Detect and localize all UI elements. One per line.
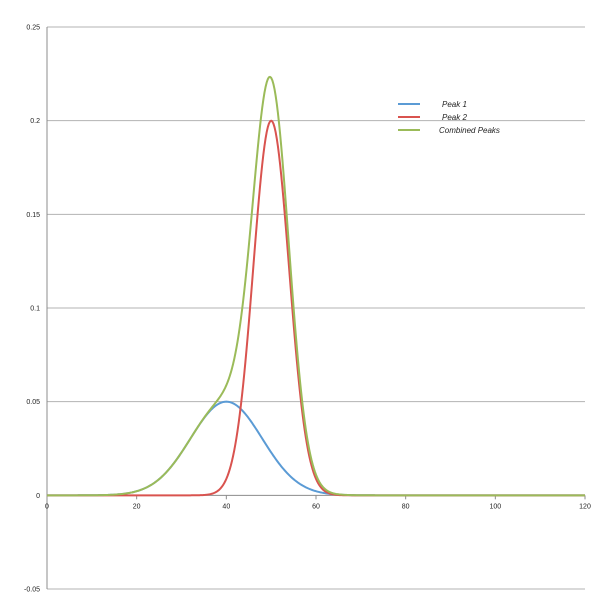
y-tick-label: 0 <box>36 493 40 500</box>
y-tick-label: -0.05 <box>24 587 40 594</box>
x-tick-label: 0 <box>45 503 49 510</box>
x-tick-label: 80 <box>402 503 410 510</box>
y-tick-label: 0.15 <box>26 212 40 219</box>
y-tick-label: 0.25 <box>26 25 40 32</box>
y-tick-label: 0.1 <box>30 306 40 313</box>
y-tick-label: 0.2 <box>30 118 40 125</box>
x-tick-label: 60 <box>312 503 320 510</box>
x-tick-label: 100 <box>489 503 501 510</box>
series-line-1 <box>47 400 585 497</box>
y-tick-label: 0.05 <box>26 399 40 406</box>
legend-label: Peak 2 <box>442 113 467 122</box>
x-tick-label: 120 <box>579 503 591 510</box>
tick-labels: -0.05 0 0.05 0.1 0.15 0.2 0.25 0 20 40 60 80 100 120 <box>24 25 591 594</box>
series-lines <box>47 75 585 497</box>
series-line-3 <box>47 75 585 497</box>
gridlines <box>47 26 585 590</box>
legend: Peak 1 Peak 2 Combined Peaks <box>398 100 500 135</box>
legend-label: Peak 1 <box>442 100 467 109</box>
x-tick-label: 20 <box>133 503 141 510</box>
x-tick-label: 40 <box>222 503 230 510</box>
legend-label: Combined Peaks <box>439 126 500 135</box>
